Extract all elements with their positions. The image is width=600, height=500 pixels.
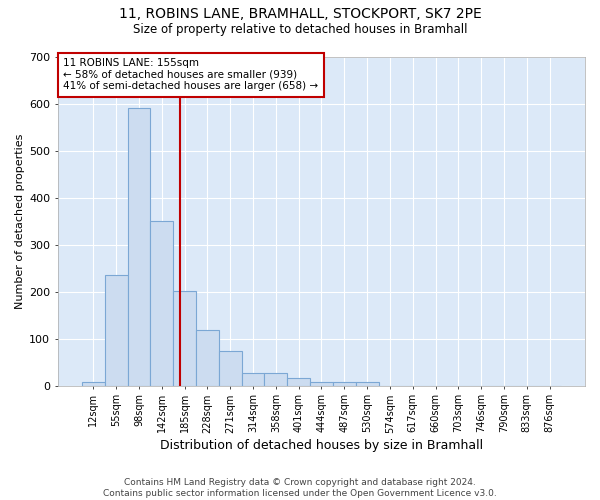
Text: 11, ROBINS LANE, BRAMHALL, STOCKPORT, SK7 2PE: 11, ROBINS LANE, BRAMHALL, STOCKPORT, SK… [119, 8, 481, 22]
Bar [219, 351, 242, 386]
Bar [128, 108, 151, 386]
Bar [333, 382, 356, 386]
Bar [105, 275, 128, 386]
Bar [356, 382, 379, 386]
Bar [173, 290, 196, 386]
Bar [265, 373, 287, 386]
Bar [82, 382, 105, 386]
X-axis label: Distribution of detached houses by size in Bramhall: Distribution of detached houses by size … [160, 440, 483, 452]
Y-axis label: Number of detached properties: Number of detached properties [15, 134, 25, 308]
Bar [310, 382, 333, 386]
Text: Size of property relative to detached houses in Bramhall: Size of property relative to detached ho… [133, 22, 467, 36]
Bar [242, 373, 265, 386]
Bar [196, 330, 219, 386]
Bar [287, 378, 310, 386]
Text: 11 ROBINS LANE: 155sqm
← 58% of detached houses are smaller (939)
41% of semi-de: 11 ROBINS LANE: 155sqm ← 58% of detached… [63, 58, 319, 92]
Text: Contains HM Land Registry data © Crown copyright and database right 2024.
Contai: Contains HM Land Registry data © Crown c… [103, 478, 497, 498]
Bar [151, 221, 173, 386]
